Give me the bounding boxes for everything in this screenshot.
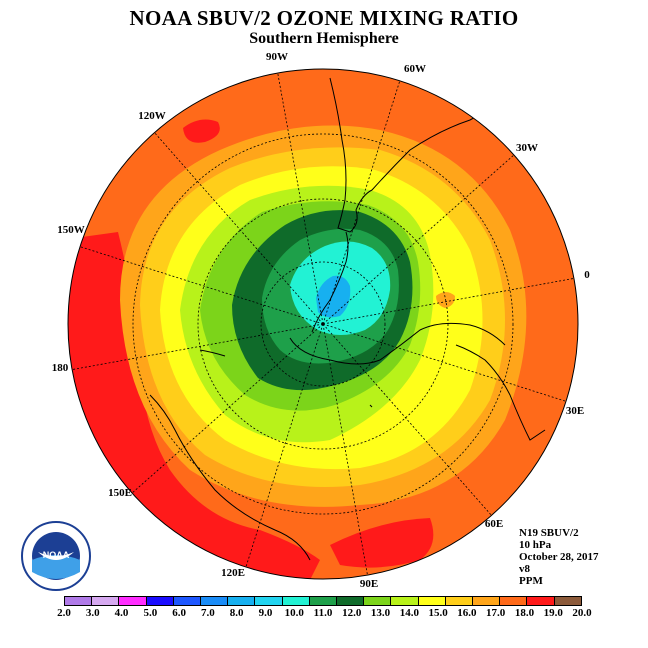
- info-date: October 28, 2017: [519, 551, 599, 563]
- legend-swatch: [255, 597, 283, 605]
- lon-label-30w: 30W: [516, 142, 538, 154]
- legend-tick-label: 11.0: [313, 607, 333, 619]
- legend-tick-label: 17.0: [486, 607, 506, 619]
- legend-tick-label: 18.0: [514, 607, 535, 619]
- legend-swatch: [92, 597, 120, 605]
- ozone-field: [68, 69, 578, 579]
- info-pressure: 10 hPa: [519, 539, 552, 551]
- legend-tick-label: 10.0: [284, 607, 304, 619]
- lon-label-120w: 120W: [138, 110, 166, 122]
- map-border: [67, 68, 579, 580]
- legend-tick-label: 3.0: [85, 607, 100, 619]
- legend-tick-label: 8.0: [229, 607, 244, 619]
- lon-label-90w: 90W: [266, 51, 288, 63]
- legend-swatch: [146, 597, 174, 605]
- antarctic-peninsula: [311, 231, 349, 333]
- indian-islands: [369, 404, 373, 408]
- legend-tick-label: 4.0: [114, 607, 129, 619]
- lon-label-180: 180: [52, 362, 69, 374]
- africa-coast: [455, 344, 546, 441]
- chart-subtitle: Southern Hemisphere: [249, 30, 399, 47]
- logo-text: NOAA: [43, 550, 70, 560]
- legend-swatch: [500, 597, 528, 605]
- legend-swatch: [65, 597, 93, 605]
- lon-label-90e: 90E: [360, 578, 378, 590]
- noaa-logo: NOAA: [21, 521, 91, 591]
- legend-tick-label: 9.0: [258, 607, 273, 619]
- lon-label-60w: 60W: [404, 63, 426, 75]
- south-america-coast: [329, 77, 501, 233]
- legend-swatch: [391, 597, 419, 605]
- info-instrument: N19 SBUV/2: [519, 527, 579, 539]
- legend-swatch: [527, 597, 555, 605]
- lon-label-150w: 150W: [57, 224, 85, 236]
- legend-tick-label: 13.0: [370, 607, 391, 619]
- legend-swatch: [554, 597, 581, 605]
- contour-19-north: [183, 119, 220, 143]
- legend-tick-label: 15.0: [428, 607, 448, 619]
- legend-swatch: [228, 597, 256, 605]
- color-legend: [64, 596, 582, 606]
- coastlines: [149, 77, 546, 561]
- legend-swatch: [473, 597, 501, 605]
- legend-tick-label: 7.0: [201, 607, 215, 619]
- legend-tick-label: 5.0: [143, 607, 158, 619]
- legend-swatch: [337, 597, 365, 605]
- legend-ticks: 2.0 3.0 4.0 5.0 6.0 7.0 8.0 9.0 10.0 11.0 12.0 13.0…: [57, 607, 592, 621]
- info-version: v8: [519, 563, 530, 575]
- lon-label-150e: 150E: [108, 487, 132, 499]
- legend-tick-label: 20.0: [572, 607, 592, 619]
- lon-label-120e: 120E: [221, 567, 245, 579]
- info-block: N19 SBUV/2 10 hPa October 28, 2017 v8 PP…: [519, 527, 599, 587]
- legend-swatch: [201, 597, 229, 605]
- legend-swatch: [282, 597, 310, 605]
- legend-tick-label: 14.0: [399, 607, 419, 619]
- legend-swatch: [445, 597, 474, 605]
- legend-tick-label: 2.0: [57, 607, 71, 619]
- legend-swatch: [119, 597, 147, 605]
- lon-label-0: 0: [584, 269, 590, 281]
- antarctica-coast: [289, 322, 506, 365]
- chart-title: NOAA SBUV/2 OZONE MIXING RATIO: [129, 6, 519, 30]
- legend-tick-label: 6.0: [172, 607, 186, 619]
- legend-swatch: [364, 597, 392, 605]
- legend-tick-label: 12.0: [342, 607, 362, 619]
- legend-tick-label: 19.0: [543, 607, 563, 619]
- graticule: [69, 69, 577, 579]
- new-zealand-coast: [199, 349, 226, 357]
- lon-label-30e: 30E: [566, 405, 584, 417]
- legend-swatch: [173, 597, 202, 605]
- legend-tick-label: 16.0: [457, 607, 477, 619]
- lon-label-60e: 60E: [485, 518, 503, 530]
- australia-coast: [149, 394, 311, 561]
- contour-19-south: [330, 518, 434, 568]
- legend-swatch: [309, 597, 338, 605]
- info-units: PPM: [519, 575, 543, 587]
- legend-swatch: [418, 597, 446, 605]
